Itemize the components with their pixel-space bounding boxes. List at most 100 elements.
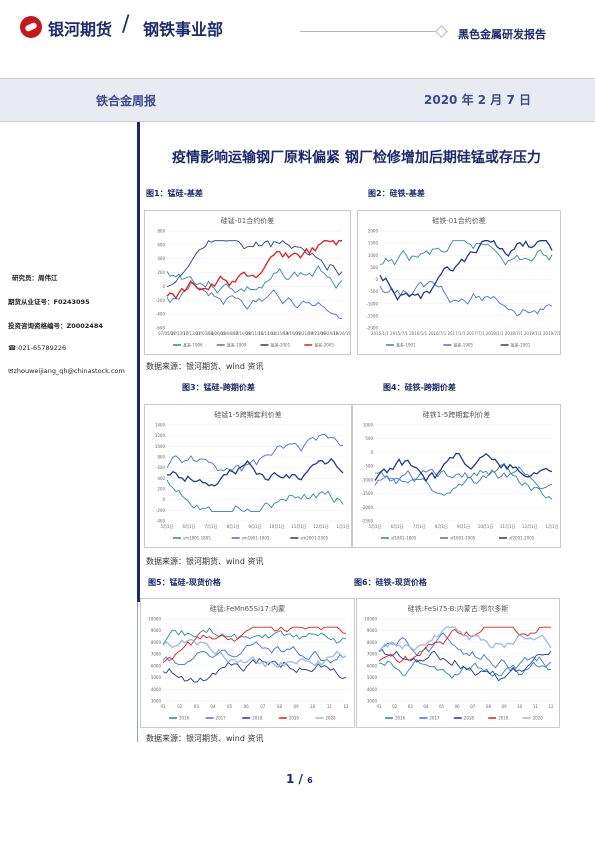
chart-5: 硅锰:FeMn65Si17:内蒙 10000 9000 8000 7000 6000 500… xyxy=(140,598,355,728)
y-tick-label: 2000 xyxy=(368,229,379,234)
x-tick-label: 5月1日 xyxy=(160,524,173,529)
chart-title: 硅铁1-5跨期套利价差 xyxy=(423,410,490,419)
y-tick-label: 1000 xyxy=(363,423,374,428)
email-link[interactable]: ✉zhouweijiang_qh@chinastock.com xyxy=(8,367,125,375)
figure-caption: 图4：硅铁-跨期价差 xyxy=(383,383,456,392)
x-tick-label: 2019/7/1 xyxy=(543,331,560,336)
x-tick-label: 8月1日 xyxy=(226,524,239,529)
legend-label: sm1901-1905 xyxy=(242,536,270,541)
series-line xyxy=(374,466,553,490)
y-tick-label: 5000 xyxy=(151,675,162,680)
legend-label: 2019 xyxy=(289,716,300,721)
series-line xyxy=(166,282,342,319)
series-line xyxy=(378,626,551,664)
x-tick-label: 12月1日 xyxy=(522,524,538,529)
y-tick-label: -600 xyxy=(156,326,166,331)
legend-label: 基差-2005 xyxy=(314,342,334,348)
header-divider xyxy=(300,31,440,32)
x-tick-label: 1月1日 xyxy=(545,524,558,529)
legend-label: sm2001-2005 xyxy=(300,536,328,541)
diamond-icon xyxy=(435,25,448,38)
x-tick-label: 12 xyxy=(343,704,349,709)
series-line xyxy=(162,638,347,669)
x-tick-label: 10月1日 xyxy=(478,524,494,529)
logo-icon xyxy=(20,16,42,38)
series-line xyxy=(374,464,553,500)
x-tick-label: 11月1日 xyxy=(291,524,307,529)
y-tick-label: 4000 xyxy=(367,687,378,692)
x-tick-label: 12 xyxy=(548,704,554,709)
x-tick-label: 01/15/19 xyxy=(271,331,289,336)
series-line xyxy=(162,627,347,645)
researcher: 研究员：周伟江 xyxy=(12,274,58,282)
x-tick-label: 05 xyxy=(439,704,445,709)
x-tick-label: 01/03/18 xyxy=(196,331,214,336)
x-tick-label: 09/13/17 xyxy=(171,331,189,336)
x-tick-label: 08 xyxy=(486,704,492,709)
page-total: 6 xyxy=(307,776,313,785)
chart-title: 硅锰-01合约价差 xyxy=(221,216,274,225)
y-tick-label: 600 xyxy=(157,465,165,470)
x-tick-label: 7月1日 xyxy=(413,524,426,529)
license-number: 期货从业证号：F0243095 xyxy=(8,298,90,306)
legend-label: 2016 xyxy=(395,716,406,721)
x-tick-label: 5月1日 xyxy=(368,524,381,529)
chart-3: 硅锰1-5跨期套利价差 1400 1200 1000 800 600 400 200 0 -200… xyxy=(144,404,352,548)
x-tick-label: 07/23/19 xyxy=(308,331,326,336)
x-tick-label: 06 xyxy=(455,704,461,709)
legend-label: sf1901-1905 xyxy=(450,536,476,541)
y-tick-label: 3000 xyxy=(367,699,378,704)
y-tick-label: 800 xyxy=(157,455,165,460)
chart-title: 硅铁-01合约价差 xyxy=(432,216,485,225)
x-tick-label: 2015/7/1 xyxy=(390,331,408,336)
y-tick-label: 400 xyxy=(157,476,165,481)
chart-6: 硅铁:FeSi75-B:内蒙古:鄂尔多斯 10000 9000 8000 7000 600… xyxy=(356,598,560,728)
y-tick-label: -200 xyxy=(156,508,166,513)
y-tick-label: 400 xyxy=(157,256,165,261)
y-tick-label: 0 xyxy=(370,450,373,455)
header-slash: / xyxy=(122,12,130,37)
y-tick-label: -400 xyxy=(156,519,166,524)
x-tick-label: 05/21/19 xyxy=(296,331,314,336)
y-tick-label: 1200 xyxy=(155,433,166,438)
x-tick-label: 01 xyxy=(376,704,382,709)
y-tick-label: -500 xyxy=(369,289,379,294)
y-tick-label: 0 xyxy=(375,277,378,282)
department-name: 钢铁事业部 xyxy=(143,20,224,39)
left-divider xyxy=(137,122,140,602)
figure-caption: 图1：锰硅-基差 xyxy=(146,189,203,198)
y-tick-label: -2000 xyxy=(366,326,378,331)
chart-title: 硅锰1-5跨期套利价差 xyxy=(214,410,281,419)
legend-label: sf1801-1805 xyxy=(391,536,417,541)
x-tick-label: 2018/7/1 xyxy=(505,331,523,336)
legend-label: 基差-2001 xyxy=(511,342,531,348)
series-line xyxy=(378,632,552,675)
y-tick-label: 7000 xyxy=(151,652,162,657)
y-tick-label: 800 xyxy=(157,229,165,234)
y-tick-label: 200 xyxy=(157,270,165,275)
page-title: 疫情影响运输钢厂原料偏紧 钢厂检修增加后期硅锰或存压力 xyxy=(172,150,541,166)
x-tick-label: 03 xyxy=(194,704,200,709)
y-tick-label: 8000 xyxy=(367,640,378,645)
y-tick-label: 500 xyxy=(365,436,373,441)
x-tick-label: 2015/1/1 xyxy=(371,331,389,336)
legend-label: 基差-1905 xyxy=(453,342,473,348)
x-tick-label: 03 xyxy=(408,704,414,709)
y-tick-label: -2500 xyxy=(361,519,373,524)
series-line xyxy=(379,281,553,317)
y-tick-label: -200 xyxy=(156,298,166,303)
legend-label: 2019 xyxy=(498,716,509,721)
x-tick-label: 11 xyxy=(533,704,539,709)
y-tick-label: 10000 xyxy=(364,617,377,622)
legend-label: 2017 xyxy=(216,716,227,721)
y-tick-label: 500 xyxy=(370,265,378,270)
x-tick-label: 6月1日 xyxy=(182,524,195,529)
x-tick-label: 8月1日 xyxy=(435,524,448,529)
series-line xyxy=(166,434,344,473)
report-type: 黑色金属研发报告 xyxy=(458,28,546,41)
y-tick-label: 9000 xyxy=(367,628,378,633)
y-tick-label: -1000 xyxy=(361,477,373,482)
report-series: 铁合金周报 xyxy=(96,94,157,108)
chart-title: 硅锰:FeMn65Si17:内蒙 xyxy=(210,604,285,613)
series-line xyxy=(374,452,553,483)
